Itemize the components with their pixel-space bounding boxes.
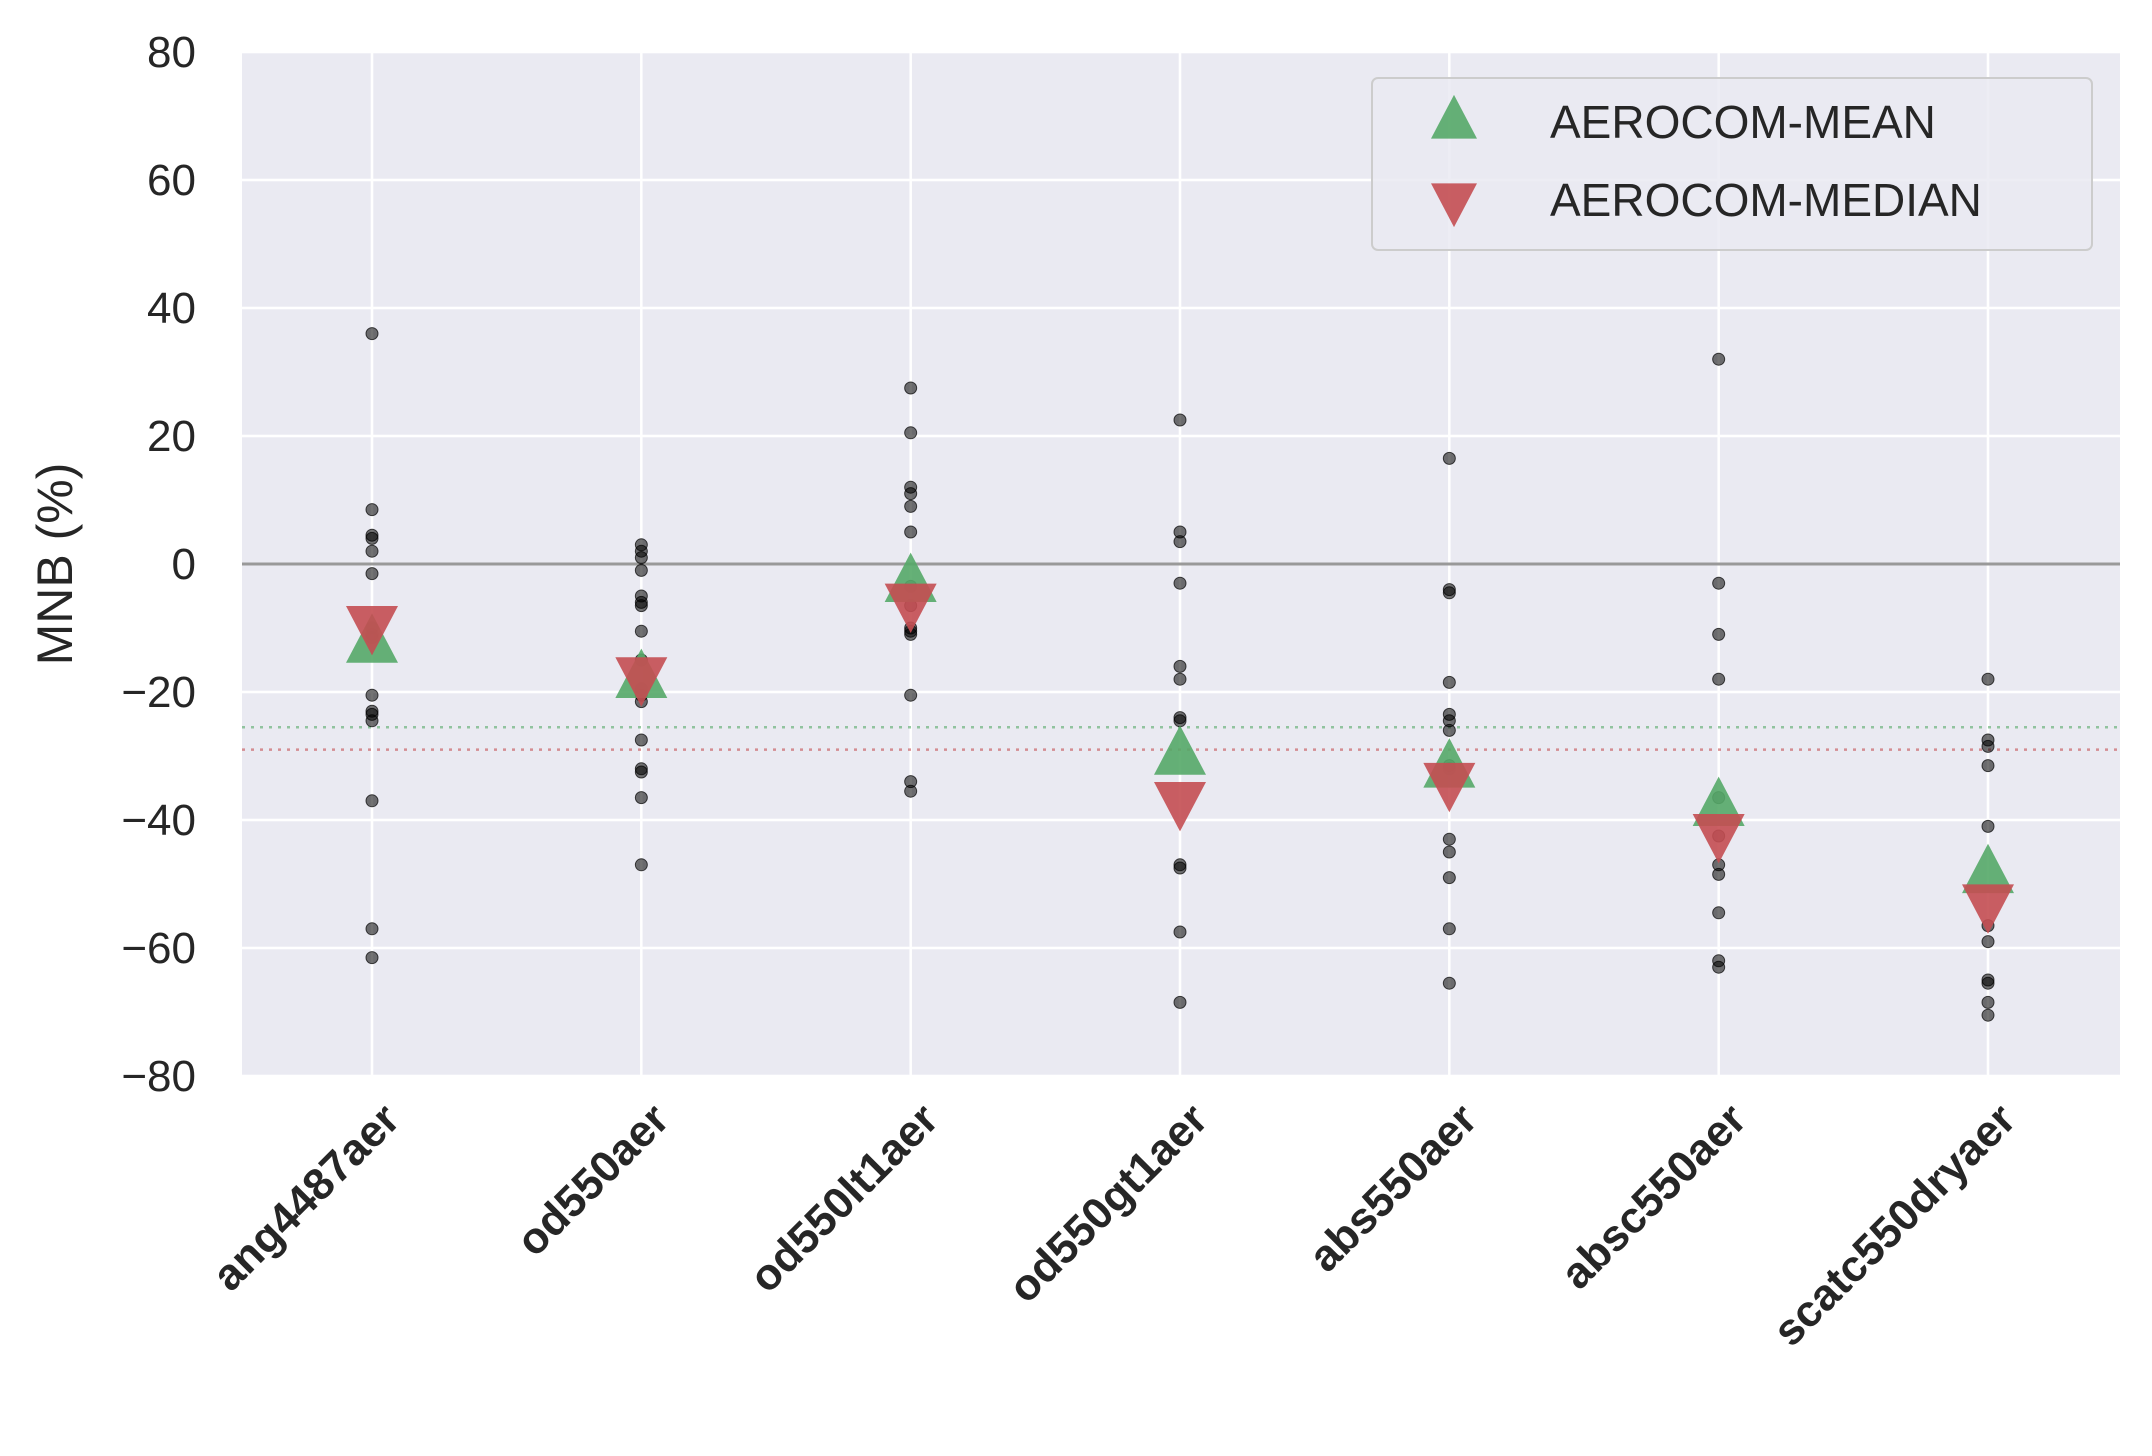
legend-mean-marker <box>1431 94 1477 139</box>
model-point <box>365 567 379 581</box>
mean-marker <box>1962 843 2014 894</box>
model-point <box>904 525 918 539</box>
x-tick-label: ang4487aer <box>203 1094 409 1300</box>
model-point <box>904 499 918 513</box>
mean-marker <box>1692 776 1745 826</box>
summary-markers <box>346 552 2014 934</box>
median-marker <box>1962 884 2014 934</box>
model-point <box>365 531 379 545</box>
median-marker <box>1423 762 1476 813</box>
y-tick-label: −80 <box>121 1052 196 1101</box>
y-tick-label: 20 <box>147 412 196 461</box>
model-point <box>634 733 648 747</box>
x-tick-label: scatc550dryaer <box>1764 1094 2025 1355</box>
y-axis-label: MNB (%) <box>27 463 83 666</box>
model-point <box>634 599 648 613</box>
x-tick-label: absc550aer <box>1552 1094 1756 1298</box>
median-marker <box>346 606 398 656</box>
model-point <box>1981 759 1995 773</box>
model-point <box>634 858 648 872</box>
model-point <box>904 426 918 440</box>
model-point <box>1442 832 1456 846</box>
median-marker <box>615 657 668 707</box>
model-point <box>1442 451 1456 465</box>
model-point <box>634 624 648 638</box>
model-point <box>1173 576 1187 590</box>
x-tick-label: od550aer <box>507 1094 678 1265</box>
model-point <box>1981 976 1995 990</box>
model-point <box>365 951 379 965</box>
x-tick-label: abs550aer <box>1300 1094 1487 1281</box>
model-point <box>1442 675 1456 689</box>
y-tick-label: 40 <box>147 284 196 333</box>
model-point <box>1712 576 1726 590</box>
model-point <box>904 688 918 702</box>
y-tick-label: −40 <box>121 796 196 845</box>
model-point <box>1712 906 1726 920</box>
model-point <box>1173 672 1187 686</box>
model-point <box>904 487 918 501</box>
model-point <box>634 765 648 779</box>
model-point <box>365 794 379 808</box>
model-point <box>1442 845 1456 859</box>
model-point <box>365 922 379 936</box>
model-point <box>634 563 648 577</box>
x-tick-label: od550lt1aer <box>740 1094 948 1302</box>
model-point <box>1712 960 1726 974</box>
model-point <box>1712 672 1726 686</box>
model-point <box>1442 976 1456 990</box>
y-tick-label: 0 <box>172 540 196 589</box>
x-axis-ticks: ang4487aer od550aer od550lt1aer od550gt1aer… <box>203 1094 2025 1355</box>
model-point <box>1442 922 1456 936</box>
model-point <box>1173 995 1187 1009</box>
median-marker <box>1154 782 1206 832</box>
model-point <box>1712 867 1726 881</box>
model-point <box>1981 1008 1995 1022</box>
legend-box <box>1371 77 2093 251</box>
model-point <box>1173 659 1187 673</box>
y-tick-label: 60 <box>147 156 196 205</box>
model-point <box>1173 861 1187 875</box>
mean-marker <box>1154 725 1206 775</box>
model-point <box>365 688 379 702</box>
model-point <box>1981 739 1995 753</box>
median-marker <box>1692 814 1745 864</box>
model-point <box>1981 819 1995 833</box>
model-point <box>365 503 379 517</box>
model-point <box>1981 935 1995 949</box>
model-point <box>634 791 648 805</box>
model-point <box>904 784 918 798</box>
model-point <box>1712 352 1726 366</box>
model-point <box>1442 723 1456 737</box>
model-point <box>634 551 648 565</box>
model-point <box>1442 586 1456 600</box>
model-point <box>1173 413 1187 427</box>
y-axis-ticks: 80 60 40 20 0 −20 −40 −60 −80 <box>121 28 196 1101</box>
model-point <box>365 327 379 341</box>
model-point <box>1981 995 1995 1009</box>
model-point <box>365 714 379 728</box>
model-point <box>1173 925 1187 939</box>
model-point <box>1173 714 1187 728</box>
x-tick-label: od550gt1aer <box>999 1094 1217 1312</box>
legend-label: AEROCOM-MEDIAN <box>1550 174 1982 226</box>
y-tick-label: 80 <box>147 28 196 77</box>
model-point <box>1173 535 1187 549</box>
legend: AEROCOM-MEAN AEROCOM-MEDIAN <box>1371 77 2093 251</box>
model-point <box>904 381 918 395</box>
model-point <box>1981 672 1995 686</box>
model-point <box>365 544 379 558</box>
legend-label: AEROCOM-MEAN <box>1550 96 1936 148</box>
median-marker <box>884 583 937 634</box>
model-point <box>1442 871 1456 885</box>
y-tick-label: −20 <box>121 668 196 717</box>
y-tick-label: −60 <box>121 924 196 973</box>
model-point <box>1712 627 1726 641</box>
legend-median-marker <box>1431 183 1477 228</box>
